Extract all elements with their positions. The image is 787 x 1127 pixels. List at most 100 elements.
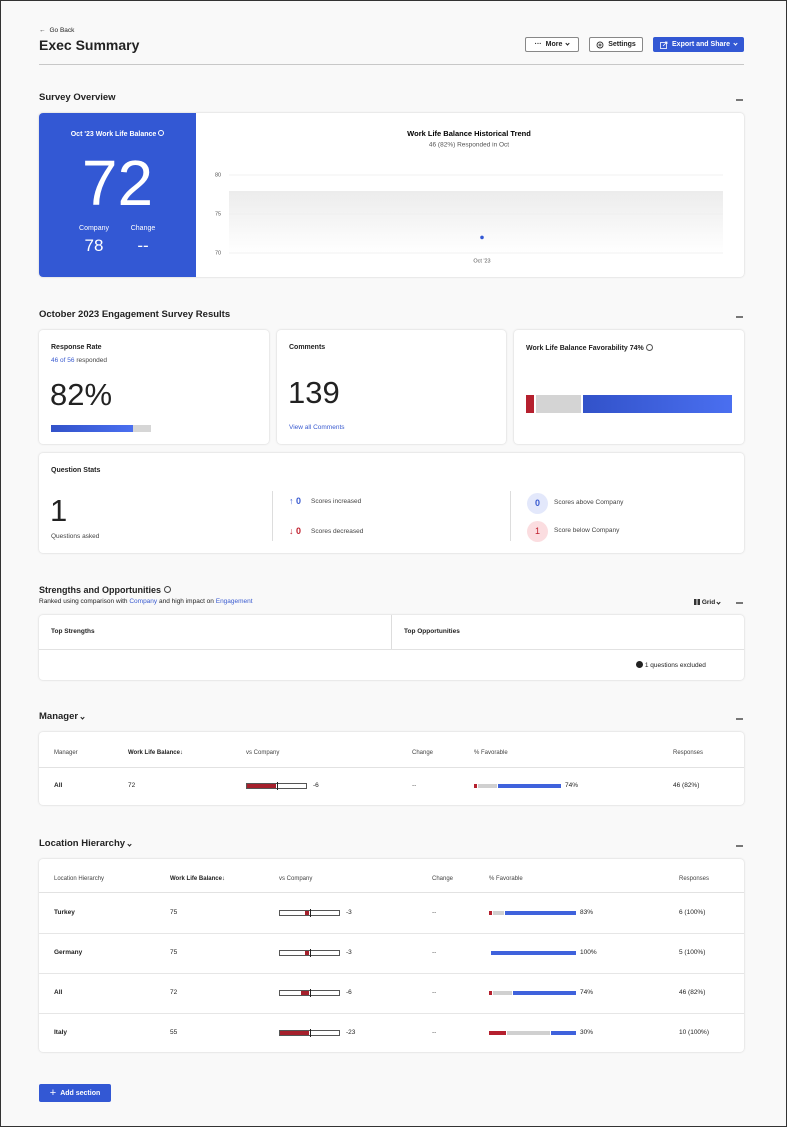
column-header: Work Life Balance↓ (128, 750, 183, 756)
vs-company-track (279, 989, 340, 997)
favorable-segment (505, 911, 576, 915)
manager-title[interactable]: Manager (39, 711, 79, 722)
settings-button[interactable]: Settings (589, 37, 643, 52)
score-label: Oct '23 Work Life Balance (39, 130, 196, 138)
response-rate: 82% (50, 377, 113, 412)
vs-company-bar (301, 991, 309, 995)
go-back[interactable]: ← Go Back (39, 27, 75, 34)
column-header: % Favorable (489, 876, 523, 882)
row-score: 75 (170, 909, 178, 916)
favorable-label: 100% (580, 949, 597, 956)
favorable-label: 74% (580, 989, 594, 996)
company-label: Company (79, 225, 109, 232)
add-section-button[interactable]: + Add section (39, 1084, 111, 1102)
responded-text: responded (76, 357, 108, 364)
favorable-bar (474, 784, 561, 788)
above-count: 0 (527, 493, 548, 514)
divider (510, 491, 511, 541)
header-divider (39, 767, 744, 768)
score-label-text: Oct '23 Work Life Balance (70, 131, 157, 138)
view-toggle[interactable]: Grid (694, 599, 721, 607)
section-title: Survey Overview (39, 92, 116, 103)
row-name: All (54, 782, 63, 789)
favorability-card (514, 330, 744, 444)
collapse[interactable] (736, 99, 743, 101)
favorable-bar (489, 951, 576, 955)
comments-link[interactable]: View all Comments (289, 424, 345, 431)
collapse[interactable] (736, 845, 743, 847)
column-header: vs Company (246, 750, 280, 756)
y-tick-label: 75 (215, 211, 221, 217)
vs-company-bar (305, 951, 309, 955)
decreased-row: ↓ 0 (289, 526, 302, 536)
strengths-subtitle: Ranked using comparison with Company and… (39, 598, 253, 606)
row-responses: 10 (100%) (679, 1029, 709, 1036)
score: 72 (81, 147, 154, 219)
more-button[interactable]: ··· More (525, 37, 579, 52)
vs-company-marker (309, 949, 311, 957)
below-label: Score below Company (554, 527, 620, 534)
row-score: 55 (170, 1029, 178, 1036)
subtitle-link[interactable]: Engagement (215, 598, 253, 605)
collapse[interactable] (736, 602, 743, 604)
score-panel (39, 113, 196, 277)
card-title: Response Rate (51, 344, 102, 351)
chart-band (229, 191, 723, 253)
change-label: Change (130, 225, 156, 232)
section-title[interactable]: Manager (39, 711, 85, 722)
row-divider (39, 1013, 744, 1014)
add-section-text[interactable]: Add section (60, 1089, 101, 1097)
divider (39, 649, 744, 650)
subtitle-text: and high impact on (158, 598, 214, 605)
favorable-segment (474, 784, 478, 788)
row-divider (39, 973, 744, 974)
favorable-label: 83% (580, 909, 594, 916)
vs-company-bar (305, 911, 309, 915)
questions-asked-label: Questions asked (51, 533, 100, 540)
below-count: 1 (527, 521, 548, 542)
row-responses: 6 (100%) (679, 909, 706, 916)
favorable-segment (489, 1031, 506, 1035)
vs-company-bar (280, 1031, 309, 1035)
vs-company-value: -3 (346, 909, 352, 916)
location-title[interactable]: Location Hierarchy (39, 838, 126, 849)
column-header: Manager (54, 750, 78, 756)
section-title[interactable]: Location Hierarchy (39, 838, 132, 849)
decreased-count: 0 (296, 526, 302, 536)
row-divider (39, 933, 744, 934)
column-header: vs Company (279, 876, 313, 882)
view-text[interactable]: Grid (701, 599, 716, 606)
increased-count: 0 (296, 496, 302, 506)
vs-company-marker (309, 989, 311, 997)
y-tick-label: 80 (215, 172, 221, 178)
comments-card (277, 330, 506, 444)
vs-company-marker (309, 909, 311, 917)
card-title: Work Life Balance Favorability 74% (526, 344, 653, 352)
column-header: Top Opportunities (404, 628, 460, 635)
collapse[interactable] (736, 316, 743, 318)
column-header: Location Hierarchy (54, 876, 105, 882)
favorability-segment (582, 395, 732, 413)
vs-company-value: -3 (346, 949, 352, 956)
vs-company-value: -23 (346, 1029, 356, 1036)
responded-link[interactable]: 46 of 56 (51, 357, 75, 364)
favorable-bar (489, 991, 576, 995)
collapse[interactable] (736, 718, 743, 720)
export-button[interactable]: Export and Share (653, 37, 744, 52)
divider (391, 615, 392, 649)
row-responses: 46 (82%) (673, 782, 700, 789)
go-back-text[interactable]: Go Back (49, 27, 75, 34)
favorable-segment (489, 911, 492, 915)
favorability-title: Work Life Balance Favorability 74% (526, 345, 644, 352)
column-header: Change (432, 876, 454, 882)
manager-card (39, 732, 744, 805)
excluded-text: 1 questions excluded (644, 662, 706, 669)
column-header: Work Life Balance↓ (170, 876, 225, 882)
favorability-segment (536, 395, 581, 413)
subtitle-text: Ranked using comparison with (39, 598, 128, 605)
column-header: Top Strengths (51, 628, 95, 635)
subtitle-link[interactable]: Company (129, 598, 158, 605)
card-title: Question Stats (51, 467, 101, 474)
vs-company-value: -6 (313, 782, 319, 789)
favorable-bar (489, 1031, 576, 1035)
